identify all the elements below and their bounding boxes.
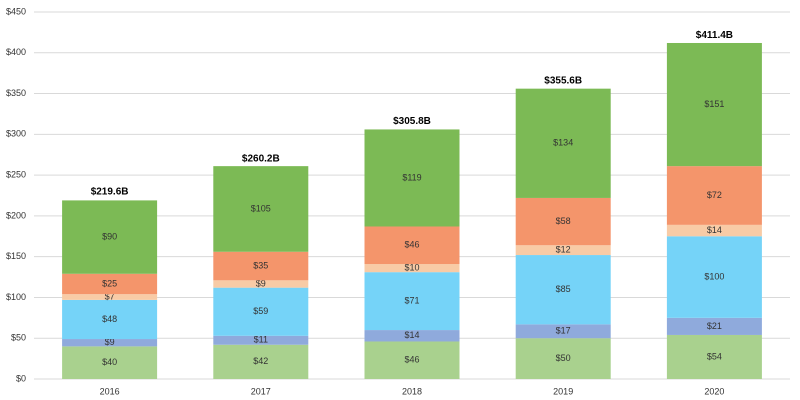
data-label: $21 <box>707 321 722 331</box>
y-tick-label: $100 <box>6 292 26 302</box>
data-label: $46 <box>404 355 419 365</box>
total-label: $260.2B <box>242 153 280 164</box>
bar-segment <box>62 273 158 295</box>
bar-segment <box>666 166 762 225</box>
total-label: $355.6B <box>544 76 582 87</box>
bar-segment <box>666 334 762 379</box>
bar-segment <box>62 346 158 379</box>
bar-segment <box>515 88 611 198</box>
data-label: $7 <box>105 291 115 301</box>
bar-segment <box>364 226 460 265</box>
bar-segment <box>62 294 158 300</box>
data-label: $42 <box>253 356 268 366</box>
data-label: $134 <box>553 138 573 148</box>
bar-segment <box>213 287 309 336</box>
y-tick-label: $0 <box>16 373 26 383</box>
bar-segment <box>213 251 309 281</box>
data-label: $151 <box>704 99 724 109</box>
bar-segment <box>62 299 158 340</box>
bar-segment <box>213 166 309 252</box>
bar-segment <box>62 200 158 274</box>
data-label: $105 <box>251 203 271 213</box>
bar-segment <box>364 330 460 342</box>
bar-segment <box>364 341 460 379</box>
y-tick-label: $150 <box>6 251 26 261</box>
x-tick-label: 2020 <box>704 386 724 396</box>
data-label: $9 <box>256 278 266 288</box>
bar-segment <box>364 129 460 227</box>
x-tick-label: 2019 <box>553 386 573 396</box>
bar-segment <box>213 280 309 288</box>
data-label: $119 <box>402 172 421 182</box>
bar-segment <box>515 197 611 246</box>
bar-segment <box>666 42 762 167</box>
y-tick-label: $450 <box>6 6 26 16</box>
bar-segment <box>515 245 611 256</box>
data-label: $14 <box>707 225 722 235</box>
data-label: $9 <box>105 337 115 347</box>
data-label: $90 <box>102 231 117 241</box>
x-tick-label: 2018 <box>402 386 422 396</box>
data-label: $50 <box>556 353 571 363</box>
total-label: $411.4B <box>696 30 733 41</box>
data-label: $11 <box>254 335 268 345</box>
data-label: $58 <box>556 216 571 226</box>
bar-segment <box>364 264 460 273</box>
x-tick-label: 2017 <box>251 386 271 396</box>
y-tick-label: $300 <box>6 129 26 139</box>
y-tick-label: $250 <box>6 169 26 179</box>
data-label: $48 <box>102 314 117 324</box>
bar-segment <box>515 324 611 339</box>
data-label: $14 <box>404 330 419 340</box>
bar-segment <box>62 339 158 347</box>
bar-segment <box>666 317 762 335</box>
x-tick-label: 2016 <box>100 386 120 396</box>
data-label: $25 <box>102 278 117 288</box>
bar-segment <box>666 236 762 318</box>
y-tick-label: $400 <box>6 47 26 57</box>
total-label: $305.8B <box>393 116 431 127</box>
data-label: $46 <box>404 240 419 250</box>
bar-segment <box>364 272 460 331</box>
data-label: $40 <box>102 357 117 367</box>
data-label: $54 <box>707 351 722 361</box>
bar-segment <box>666 224 762 237</box>
data-label: $59 <box>253 306 268 316</box>
data-label: $12 <box>556 245 571 255</box>
data-label: $72 <box>707 190 722 200</box>
y-tick-label: $50 <box>11 333 26 343</box>
data-label: $85 <box>556 284 571 294</box>
data-label: $17 <box>556 326 571 336</box>
bar-segment <box>515 338 611 379</box>
data-label: $35 <box>253 260 268 270</box>
data-label: $10 <box>404 262 419 272</box>
y-tick-label: $200 <box>6 210 26 220</box>
total-label: $219.6B <box>91 187 129 198</box>
bar-segment <box>515 255 611 325</box>
data-label: $100 <box>704 271 724 281</box>
y-tick-label: $350 <box>6 88 26 98</box>
bar-segment <box>213 344 309 379</box>
bar-segment <box>213 335 309 345</box>
data-label: $71 <box>404 295 419 305</box>
